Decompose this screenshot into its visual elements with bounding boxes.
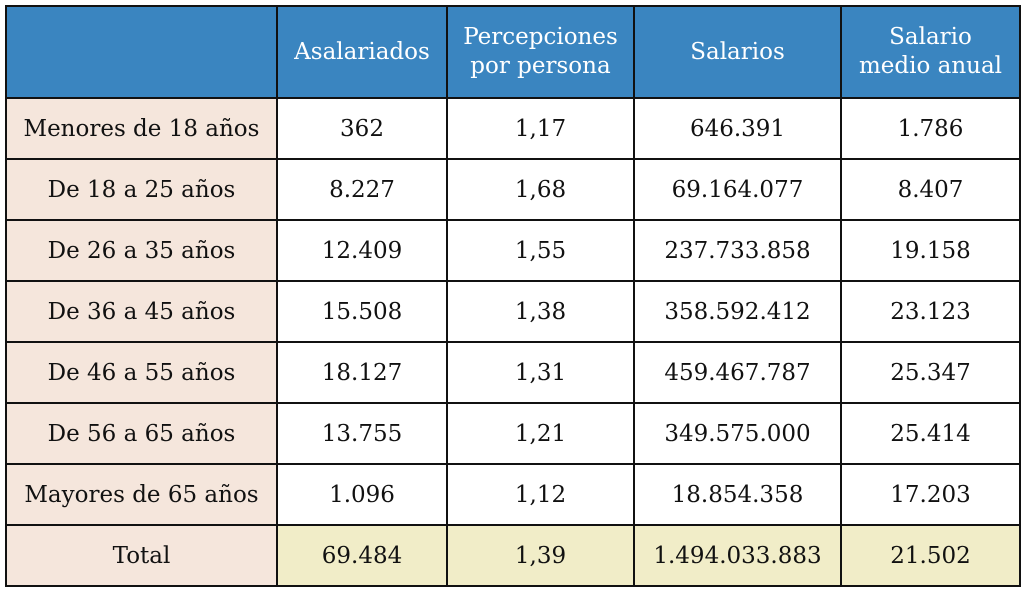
cell-salarios: 237.733.858 bbox=[633, 219, 842, 282]
cell-salario-medio: 25.347 bbox=[840, 341, 1021, 404]
cell-salarios: 459.467.787 bbox=[633, 341, 842, 404]
cell-salarios: 18.854.358 bbox=[633, 463, 842, 526]
row-label: Total bbox=[5, 524, 278, 587]
cell-percepciones: 1,68 bbox=[446, 158, 635, 221]
header-percepciones: Percepciones por persona bbox=[446, 5, 635, 99]
row-label: Mayores de 65 años bbox=[5, 463, 278, 526]
cell-percepciones: 1,21 bbox=[446, 402, 635, 465]
cell-asalariados: 69.484 bbox=[276, 524, 448, 587]
cell-percepciones: 1,31 bbox=[446, 341, 635, 404]
cell-salario-medio: 19.158 bbox=[840, 219, 1021, 282]
cell-salarios: 69.164.077 bbox=[633, 158, 842, 221]
row-label: De 56 a 65 años bbox=[5, 402, 278, 465]
header-salario-medio-text: Salario medio anual bbox=[858, 24, 1003, 79]
header-salario-medio: Salario medio anual bbox=[840, 5, 1021, 99]
cell-percepciones: 1,38 bbox=[446, 280, 635, 343]
cell-salario-medio: 25.414 bbox=[840, 402, 1021, 465]
cell-salario-medio: 17.203 bbox=[840, 463, 1021, 526]
cell-asalariados: 1.096 bbox=[276, 463, 448, 526]
cell-asalariados: 12.409 bbox=[276, 219, 448, 282]
header-asalariados: Asalariados bbox=[276, 5, 448, 99]
cell-salario-medio: 21.502 bbox=[840, 524, 1021, 587]
cell-salario-medio: 8.407 bbox=[840, 158, 1021, 221]
cell-asalariados: 8.227 bbox=[276, 158, 448, 221]
cell-percepciones: 1,17 bbox=[446, 97, 635, 160]
table-row: De 18 a 25 años 8.227 1,68 69.164.077 8.407 bbox=[5, 158, 1021, 221]
row-label: De 26 a 35 años bbox=[5, 219, 278, 282]
row-label: De 36 a 45 años bbox=[5, 280, 278, 343]
table-row: De 36 a 45 años 15.508 1,38 358.592.412 23.1… bbox=[5, 280, 1021, 343]
cell-salario-medio: 23.123 bbox=[840, 280, 1021, 343]
table-row: De 26 a 35 años 12.409 1,55 237.733.858 19.1… bbox=[5, 219, 1021, 282]
cell-percepciones: 1,12 bbox=[446, 463, 635, 526]
header-empty bbox=[5, 5, 278, 99]
cell-asalariados: 18.127 bbox=[276, 341, 448, 404]
cell-percepciones: 1,55 bbox=[446, 219, 635, 282]
salary-table: Asalariados Percepciones por persona Sal… bbox=[5, 5, 1021, 587]
header-percepciones-text: Percepciones por persona bbox=[463, 24, 618, 79]
table-row: Mayores de 65 años 1.096 1,12 18.854.358 17.… bbox=[5, 463, 1021, 526]
cell-asalariados: 13.755 bbox=[276, 402, 448, 465]
header-salarios: Salarios bbox=[633, 5, 842, 99]
table-row: Menores de 18 años 362 1,17 646.391 1.786 bbox=[5, 97, 1021, 160]
table-row: De 56 a 65 años 13.755 1,21 349.575.000 25.4… bbox=[5, 402, 1021, 465]
table-row: De 46 a 55 años 18.127 1,31 459.467.787 25.3… bbox=[5, 341, 1021, 404]
cell-salarios: 349.575.000 bbox=[633, 402, 842, 465]
cell-asalariados: 362 bbox=[276, 97, 448, 160]
cell-salario-medio: 1.786 bbox=[840, 97, 1021, 160]
header-row: Asalariados Percepciones por persona Sal… bbox=[5, 5, 1021, 99]
cell-asalariados: 15.508 bbox=[276, 280, 448, 343]
row-label: De 46 a 55 años bbox=[5, 341, 278, 404]
cell-percepciones: 1,39 bbox=[446, 524, 635, 587]
cell-salarios: 358.592.412 bbox=[633, 280, 842, 343]
row-label: De 18 a 25 años bbox=[5, 158, 278, 221]
row-label: Menores de 18 años bbox=[5, 97, 278, 160]
cell-salarios: 1.494.033.883 bbox=[633, 524, 842, 587]
cell-salarios: 646.391 bbox=[633, 97, 842, 160]
total-row: Total 69.484 1,39 1.494.033.883 21.502 bbox=[5, 524, 1021, 587]
